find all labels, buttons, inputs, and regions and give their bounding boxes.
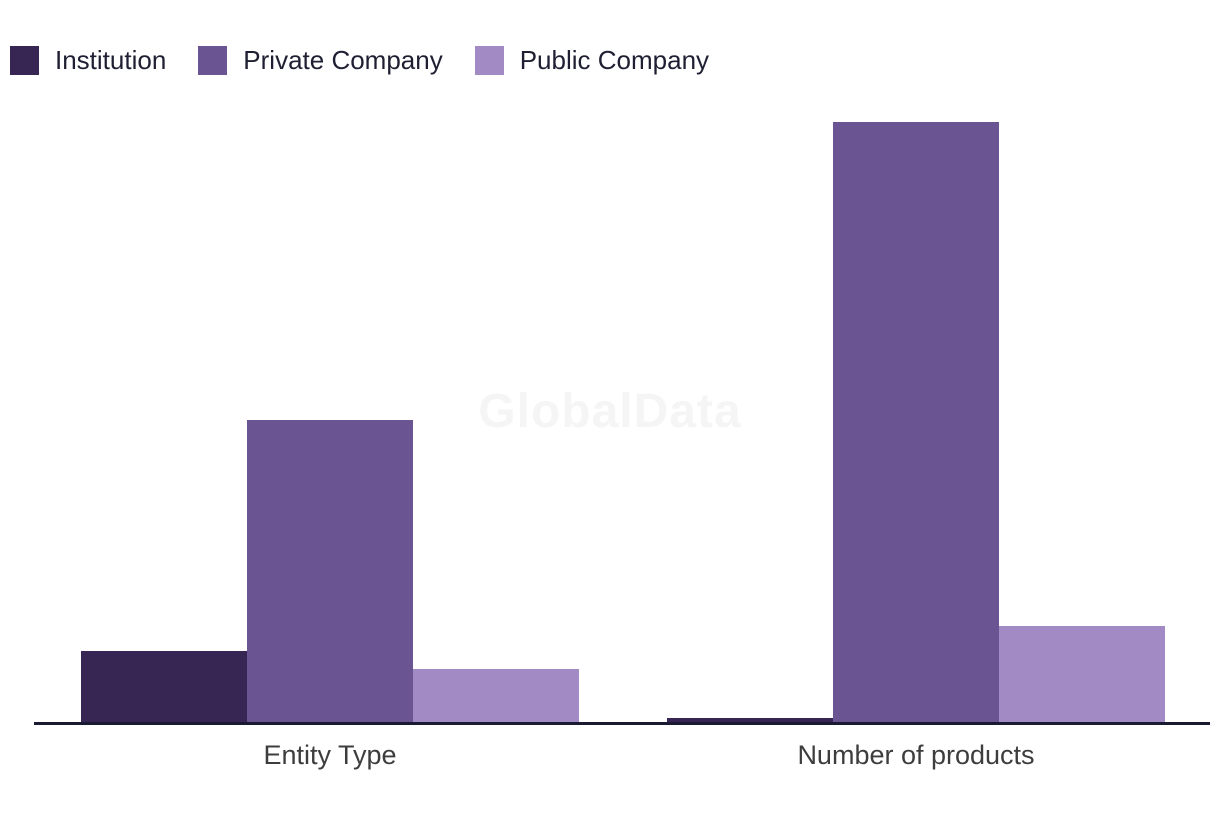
- bar-entity-type-private-company[interactable]: [247, 420, 413, 722]
- legend-item-institution[interactable]: Institution: [10, 45, 166, 76]
- legend-item-public-company[interactable]: Public Company: [474, 45, 710, 76]
- bar-entity-type-institution[interactable]: [81, 651, 247, 722]
- globaldata-watermark: GlobalData: [478, 385, 742, 438]
- legend-swatch-public-company: [474, 46, 504, 75]
- legend-label-institution: Institution: [55, 45, 167, 75]
- bar-entity-type-public-company[interactable]: [413, 669, 579, 722]
- x-axis-line: [34, 722, 1210, 725]
- legend-item-private-company[interactable]: Private Company: [198, 45, 443, 76]
- x-axis-label-number-of-products: Number of products: [797, 740, 1035, 770]
- bar-number-of-products-public-company[interactable]: [999, 626, 1165, 722]
- bar-group-number-of-products: [667, 122, 1165, 722]
- x-axis-label-entity-type: Entity Type: [263, 740, 397, 770]
- legend-swatch-institution: [10, 46, 39, 75]
- legend-swatch-private-company: [198, 46, 228, 75]
- bar-number-of-products-private-company[interactable]: [833, 122, 999, 722]
- bar-number-of-products-institution[interactable]: [667, 718, 833, 722]
- legend: Institution Private Company Public Company: [10, 45, 709, 76]
- legend-label-private-company: Private Company: [243, 45, 443, 75]
- legend-label-public-company: Public Company: [519, 45, 710, 75]
- bar-group-entity-type: [81, 420, 579, 722]
